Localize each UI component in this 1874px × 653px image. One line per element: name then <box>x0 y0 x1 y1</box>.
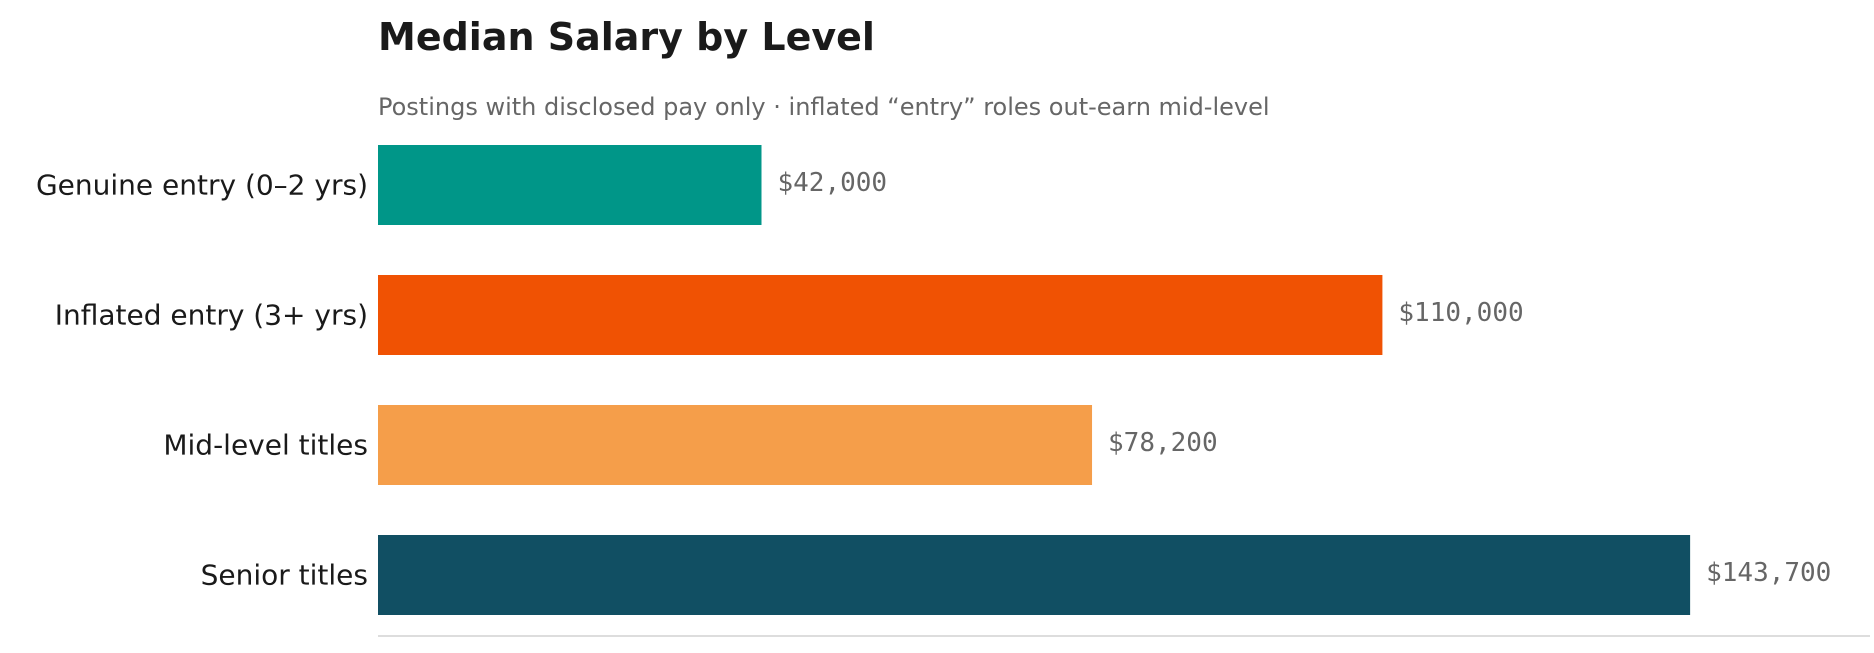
category-label-1: Inflated entry (3+ yrs) <box>55 299 368 332</box>
value-label-3: $143,700 <box>1706 558 1831 588</box>
category-label-3: Senior titles <box>201 559 368 592</box>
category-label-0: Genuine entry (0–2 yrs) <box>36 169 368 202</box>
chart-subtitle: Postings with disclosed pay only · infla… <box>378 93 1270 121</box>
value-label-1: $110,000 <box>1398 298 1523 328</box>
bar-0 <box>378 145 762 225</box>
category-label-2: Mid-level titles <box>163 429 368 462</box>
value-label-0: $42,000 <box>778 168 888 198</box>
bar-2 <box>378 405 1093 485</box>
chart-title: Median Salary by Level <box>378 15 875 59</box>
bar-1 <box>378 275 1383 355</box>
bars-group: Genuine entry (0–2 yrs) $42,000 Inflated e… <box>36 145 1831 615</box>
bar-3 <box>378 535 1691 615</box>
value-label-2: $78,200 <box>1108 428 1218 458</box>
